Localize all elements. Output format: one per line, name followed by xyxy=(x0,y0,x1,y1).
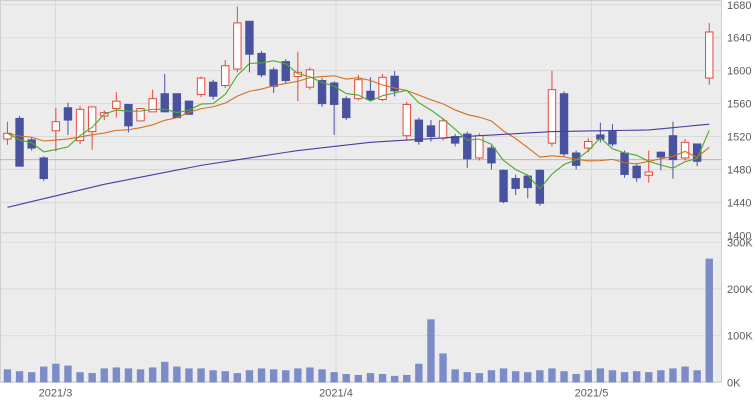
svg-text:2021/5: 2021/5 xyxy=(575,387,609,399)
svg-text:1520: 1520 xyxy=(727,132,751,144)
svg-text:1600: 1600 xyxy=(727,66,751,78)
svg-text:200K: 200K xyxy=(727,284,753,296)
svg-text:1640: 1640 xyxy=(727,33,751,45)
svg-text:100K: 100K xyxy=(727,331,753,343)
svg-text:300K: 300K xyxy=(727,237,753,249)
svg-text:1680: 1680 xyxy=(727,0,751,12)
svg-text:0K: 0K xyxy=(727,377,741,389)
svg-text:1440: 1440 xyxy=(727,197,751,209)
svg-text:2021/3: 2021/3 xyxy=(39,387,73,399)
svg-text:1480: 1480 xyxy=(727,164,751,176)
svg-text:2021/4: 2021/4 xyxy=(319,387,353,399)
svg-text:1560: 1560 xyxy=(727,99,751,111)
